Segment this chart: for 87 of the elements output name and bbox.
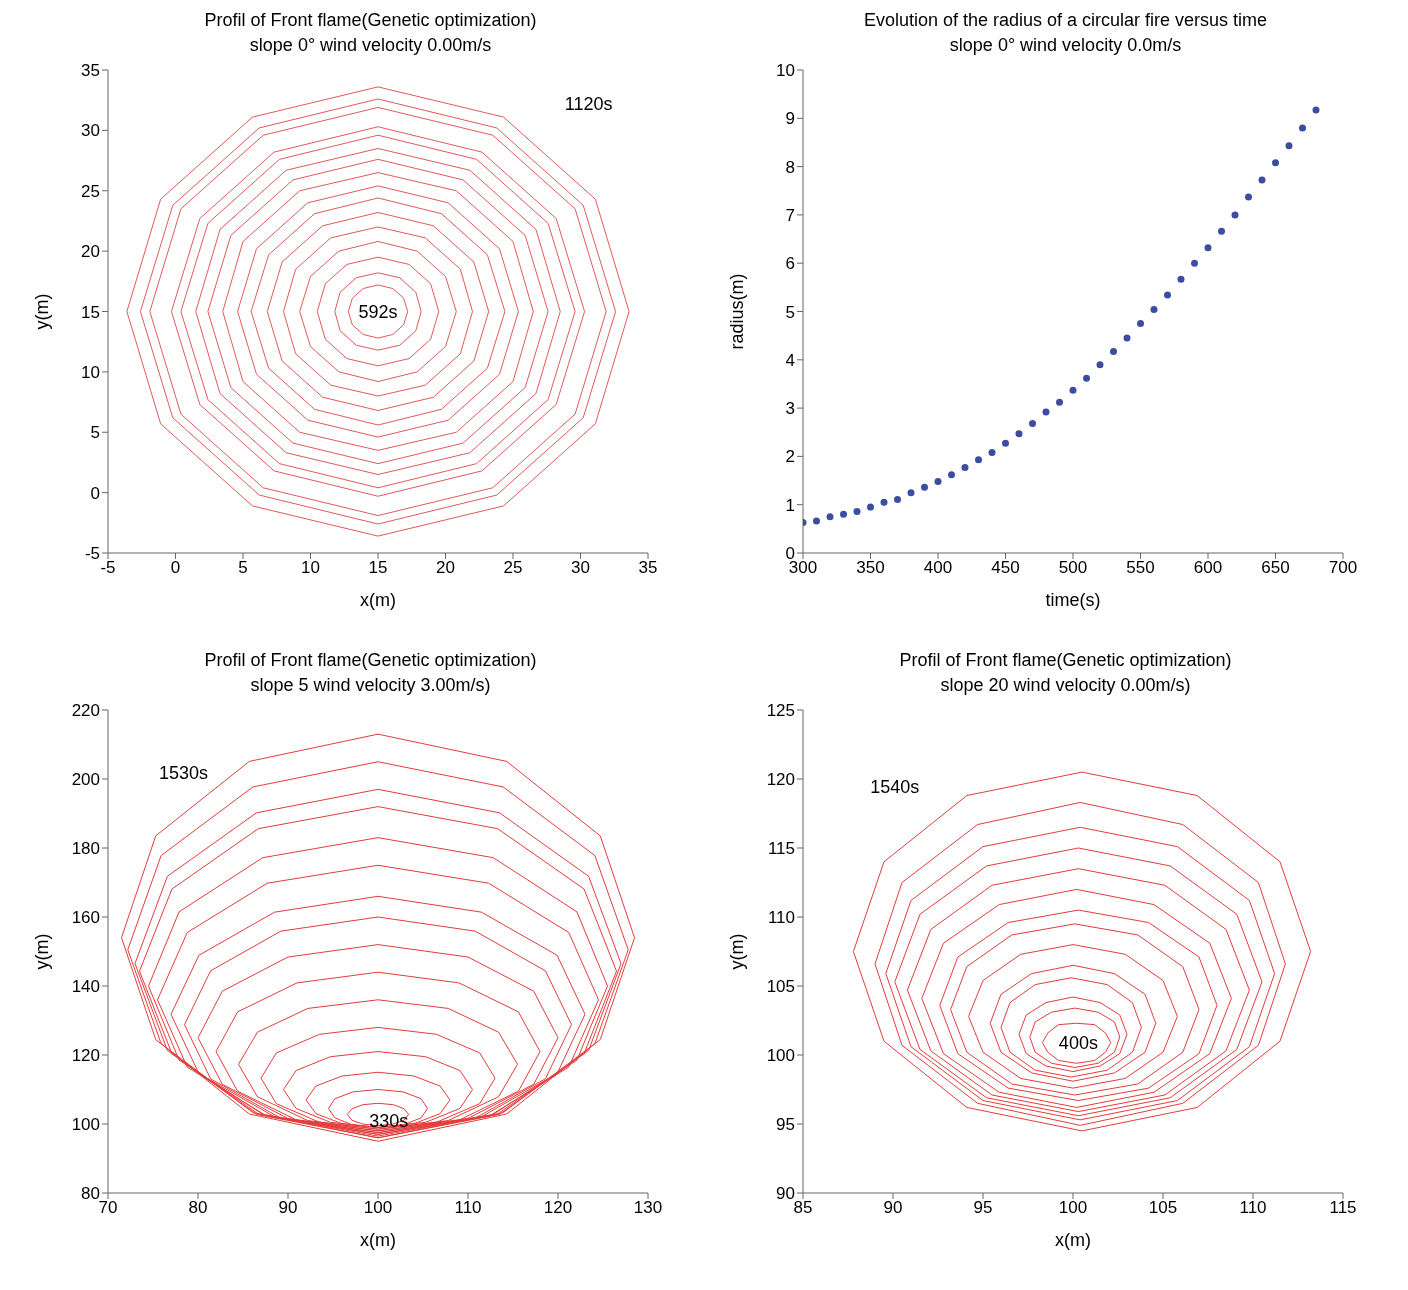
x-tick-label: 90 — [278, 1198, 298, 1218]
y-axis-title: y(m) — [32, 293, 53, 330]
y-tick-label: 15 — [81, 302, 100, 322]
x-tick-label: 600 — [1193, 558, 1223, 578]
y-tick-label: 200 — [71, 770, 100, 790]
y-tick-label: 10 — [81, 362, 100, 382]
y-tick-label: 100 — [766, 1046, 795, 1066]
y-tick-label: 140 — [71, 977, 100, 997]
y-tick-label: 30 — [81, 121, 100, 141]
y-tick-label: 100 — [71, 1115, 100, 1135]
y-tick-label: 6 — [785, 254, 795, 274]
y-tick-label: 1 — [785, 495, 795, 515]
x-tick-label: 70 — [98, 1198, 118, 1218]
chart-title: Profil of Front flame(Genetic optimization) — [203, 649, 538, 672]
y-axis-title: radius(m) — [727, 273, 748, 350]
annotation: 1120s — [564, 93, 613, 115]
y-tick-label: 90 — [776, 1184, 795, 1204]
x-tick-label: 650 — [1261, 558, 1290, 578]
chart-subtitle: slope 0° wind velocity 0.0m/s — [948, 34, 1183, 57]
y-tick-label: 120 — [766, 770, 795, 790]
x-tick-label: 20 — [436, 558, 455, 578]
y-tick-label: 220 — [71, 701, 100, 721]
x-tick-label: 80 — [188, 1198, 208, 1218]
y-tick-label: 80 — [81, 1184, 100, 1204]
annotation: 1530s — [159, 762, 209, 784]
x-axis-title: x(m) — [360, 590, 396, 610]
x-tick-label: 5 — [238, 558, 248, 578]
x-tick-label: 25 — [503, 558, 523, 578]
annotation: 592s — [358, 301, 398, 322]
y-tick-label: 125 — [766, 701, 795, 721]
x-tick-label: 450 — [991, 558, 1020, 578]
y-tick-label: 95 — [776, 1115, 795, 1135]
x-axis-title: time(s) — [1045, 590, 1101, 610]
chart-title: Profil of Front flame(Genetic optimization) — [898, 649, 1233, 672]
annotation: 400s — [1058, 1032, 1098, 1054]
x-tick-label: 85 — [793, 1198, 813, 1218]
y-tick-label: 8 — [785, 157, 795, 177]
annotation: 1540s — [870, 776, 920, 798]
x-tick-label: 30 — [571, 558, 590, 578]
x-tick-label: 500 — [1058, 558, 1088, 578]
x-axis-title: x(m) — [1055, 1230, 1091, 1250]
y-tick-label: 115 — [767, 839, 795, 859]
y-tick-label: 120 — [71, 1046, 100, 1066]
x-axis-title: x(m) — [360, 1230, 396, 1250]
x-tick-label: 130 — [633, 1198, 663, 1218]
y-tick-label: 180 — [71, 839, 100, 859]
x-tick-label: 100 — [363, 1198, 393, 1218]
x-tick-label: 90 — [883, 1198, 903, 1218]
x-tick-label: 110 — [1239, 1198, 1267, 1218]
x-tick-label: 35 — [638, 558, 658, 578]
chart-title: Evolution of the radius of a circular fire versus time — [862, 9, 1269, 32]
chart-subtitle: slope 20 wind velocity 0.00m/s) — [939, 674, 1192, 697]
y-tick-label: 25 — [81, 181, 100, 201]
chart-subtitle: slope 5 wind velocity 3.00m/s) — [249, 674, 492, 697]
y-tick-label: 4 — [785, 350, 795, 370]
x-tick-label: 120 — [543, 1198, 573, 1218]
x-tick-label: 10 — [301, 558, 320, 578]
x-tick-label: 15 — [368, 558, 388, 578]
y-tick-label: 110 — [767, 908, 795, 928]
x-tick-label: 105 — [1148, 1198, 1178, 1218]
y-tick-label: 5 — [90, 423, 100, 443]
y-tick-label: -5 — [84, 544, 100, 564]
y-tick-label: 160 — [71, 908, 100, 928]
x-tick-label: 400 — [923, 558, 953, 578]
x-tick-label: 0 — [170, 558, 181, 578]
y-tick-label: 2 — [785, 447, 795, 467]
x-tick-label: 700 — [1328, 558, 1358, 578]
x-tick-label: 95 — [973, 1198, 993, 1218]
y-tick-label: 9 — [785, 109, 795, 129]
y-tick-label: 10 — [776, 61, 795, 81]
x-tick-label: 110 — [454, 1198, 482, 1218]
x-tick-label: 350 — [856, 558, 885, 578]
x-tick-label: 100 — [1058, 1198, 1088, 1218]
y-tick-label: 20 — [81, 242, 100, 262]
x-tick-label: 115 — [1329, 1198, 1357, 1218]
y-tick-label: 3 — [785, 399, 795, 419]
chart-title: Profil of Front flame(Genetic optimization) — [203, 9, 538, 32]
y-axis-title: y(m) — [32, 933, 53, 970]
y-tick-label: 0 — [90, 483, 100, 503]
y-tick-label: 7 — [785, 205, 795, 225]
y-tick-label: 35 — [81, 61, 100, 81]
y-axis-title: y(m) — [727, 933, 748, 970]
x-tick-label: 550 — [1126, 558, 1155, 578]
y-tick-label: 105 — [766, 977, 795, 997]
chart-subtitle: slope 0° wind velocity 0.00m/s — [248, 34, 493, 57]
annotation: 330s — [369, 1110, 409, 1132]
y-tick-label: 5 — [785, 302, 795, 322]
